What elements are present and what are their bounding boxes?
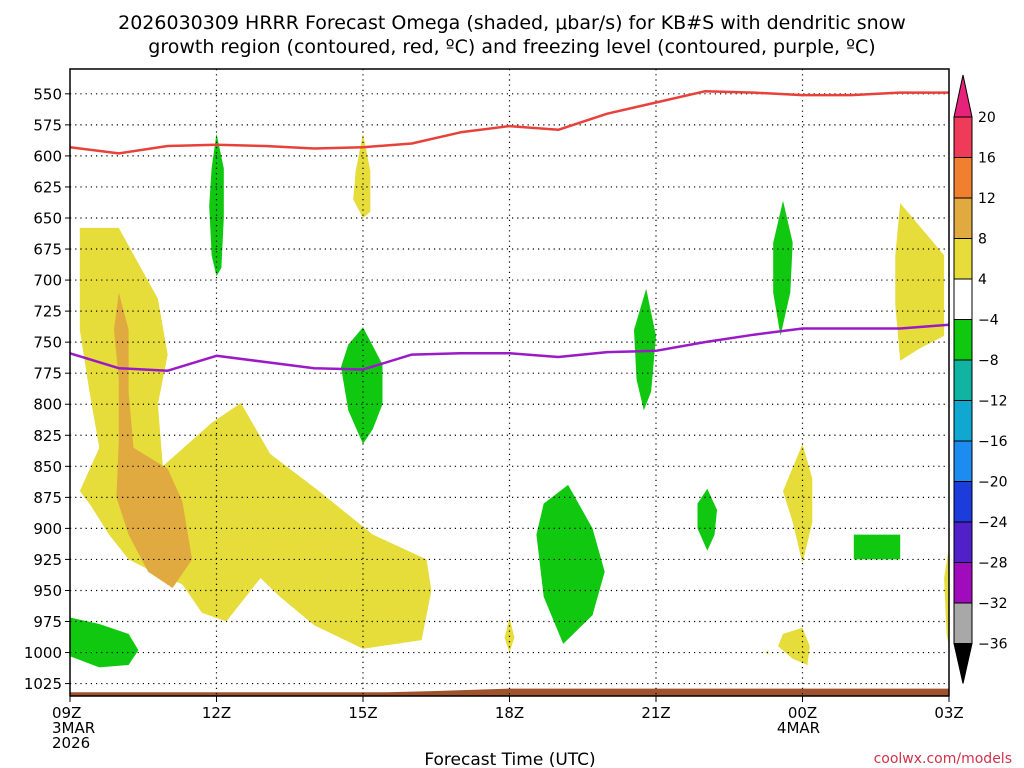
x-tick-line: 3MAR — [52, 719, 95, 737]
colorbar-swatch — [953, 602, 973, 644]
colorbar-label: −24 — [978, 515, 1008, 531]
x-tick-label: 09Z 3MAR 2026 — [52, 704, 95, 752]
x-tick-label: 03Z — [934, 704, 963, 722]
colorbar-swatch — [953, 116, 973, 158]
x-tick-label: 21Z — [641, 704, 670, 722]
colorbar-label: −8 — [978, 353, 999, 369]
x-tick-line: 09Z — [52, 704, 81, 722]
colorbar-swatch — [953, 481, 973, 523]
colorbar-swatch — [953, 359, 973, 401]
y-tick-label: 825 — [33, 427, 62, 445]
grid-lines — [70, 69, 949, 696]
omega-region-10 — [341, 327, 383, 444]
y-tick-label: 725 — [33, 303, 62, 321]
y-tick-label: 700 — [33, 272, 62, 290]
omega-region-15 — [853, 534, 901, 560]
omega-region-5 — [778, 627, 810, 665]
x-tick-line: 21Z — [641, 704, 670, 722]
omega-shading — [70, 133, 949, 668]
colorbar-label: 4 — [978, 272, 987, 288]
y-tick-label: 925 — [33, 551, 62, 569]
colorbar-label: −36 — [978, 637, 1008, 653]
colorbar-label: −12 — [978, 394, 1008, 410]
x-tick-line: 2026 — [52, 734, 90, 752]
x-tick-line: 4MAR — [777, 719, 820, 737]
y-tick-label: 625 — [33, 178, 62, 196]
y-tick-label: 575 — [33, 116, 62, 134]
y-tick-label: 650 — [33, 209, 62, 227]
x-axis-ticks: 09Z 3MAR 2026 12Z 15Z 18Z 21Z 00Z 4MAR 03Z — [52, 696, 964, 752]
colorbar-top-triangle — [953, 74, 973, 118]
y-tick-label: 975 — [33, 613, 62, 631]
colorbar-label: −16 — [978, 434, 1008, 450]
contour-lines — [70, 90, 949, 372]
colorbar-bottom-triangle — [953, 643, 973, 684]
x-tick-line: 00Z — [788, 704, 817, 722]
colorbar-swatch — [953, 238, 973, 280]
colorbar-swatch — [953, 319, 973, 361]
colorbar-swatch — [953, 521, 973, 563]
colorbar-label: −28 — [978, 556, 1008, 572]
colorbar-label: −20 — [978, 475, 1008, 491]
dendritic-growth-line — [70, 90, 949, 155]
y-tick-label: 950 — [33, 582, 62, 600]
x-tick-label: 00Z 4MAR — [777, 704, 820, 737]
colorbar-swatch — [953, 278, 973, 320]
colorbar-swatch — [953, 157, 973, 199]
x-tick-line: 15Z — [348, 704, 377, 722]
colorbar-label: 16 — [978, 151, 996, 167]
x-tick-line: 18Z — [495, 704, 524, 722]
x-tick-label: 18Z — [495, 704, 524, 722]
chart-title-line-2: growth region (contoured, red, ºC) and f… — [148, 36, 875, 58]
omega-region-14 — [536, 484, 605, 644]
y-tick-label: 900 — [33, 520, 62, 538]
y-tick-label: 600 — [33, 147, 62, 165]
omega-region-6 — [504, 617, 515, 653]
y-tick-label: 800 — [33, 396, 62, 414]
colorbar-swatch — [953, 400, 973, 442]
omega-region-11 — [634, 288, 656, 411]
omega-region-16 — [70, 617, 139, 668]
x-tick-line: 03Z — [934, 704, 963, 722]
y-tick-label: 775 — [33, 365, 62, 383]
chart-title-line-1: 2026030309 HRRR Forecast Omega (shaded, … — [118, 12, 906, 34]
terrain-area — [70, 688, 949, 696]
colorbar-swatch — [953, 197, 973, 239]
x-axis-label: Forecast Time (UTC) — [424, 750, 595, 768]
credit-text: coolwx.com/models — [874, 751, 1012, 767]
y-tick-label: 1025 — [24, 675, 62, 693]
colorbar-label: 8 — [978, 232, 987, 248]
x-tick-line: 12Z — [202, 704, 231, 722]
colorbar: 20 16 12 8 4 −4 −8 −12 −16 −20 −24 −28 −32 −36 — [953, 74, 1008, 684]
y-axis-ticks: 550 575 600 625 650 675 700 725 750 775 800 825 850 8… — [24, 85, 70, 693]
y-tick-label: 1000 — [24, 644, 62, 662]
freezing-level-line — [70, 323, 949, 372]
colorbar-label: 12 — [978, 191, 996, 207]
omega-region-1 — [114, 292, 193, 588]
y-tick-label: 850 — [33, 458, 62, 476]
x-tick-label: 12Z — [202, 704, 231, 722]
colorbar-label: 20 — [978, 110, 996, 126]
y-tick-label: 875 — [33, 489, 62, 507]
terrain-fill — [70, 688, 949, 696]
colorbar-label: −32 — [978, 596, 1008, 612]
omega-region-13 — [697, 488, 717, 551]
omega-region-2 — [353, 133, 371, 218]
y-tick-label: 750 — [33, 334, 62, 352]
y-tick-label: 550 — [33, 85, 62, 103]
x-tick-label: 15Z — [348, 704, 377, 722]
omega-region-12 — [773, 200, 793, 336]
colorbar-swatch — [953, 440, 973, 482]
omega-region-7 — [944, 547, 949, 647]
y-tick-label: 675 — [33, 241, 62, 259]
colorbar-swatch — [953, 562, 973, 604]
colorbar-label: −4 — [978, 313, 999, 329]
omega-region-4 — [783, 444, 813, 564]
omega-region-3 — [895, 203, 945, 361]
